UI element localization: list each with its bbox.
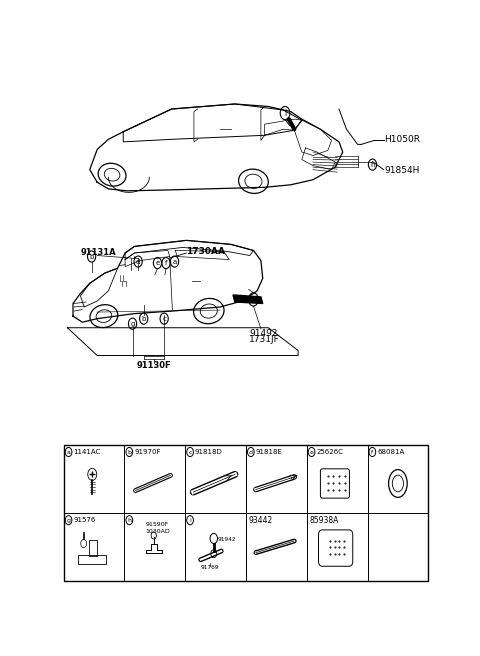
- Text: e: e: [156, 260, 159, 266]
- Text: e: e: [310, 449, 313, 455]
- Text: a: a: [251, 295, 256, 304]
- Text: 91942: 91942: [217, 537, 236, 542]
- Text: b: b: [89, 253, 94, 260]
- Bar: [64, 445, 428, 581]
- Text: c: c: [162, 316, 166, 321]
- Text: f: f: [165, 260, 167, 266]
- Text: h: h: [127, 518, 132, 523]
- Text: 68081A: 68081A: [377, 449, 405, 455]
- Text: b: b: [142, 316, 146, 321]
- Text: i: i: [189, 518, 191, 523]
- Text: 91590F: 91590F: [145, 522, 169, 527]
- Text: g: g: [131, 321, 135, 327]
- Polygon shape: [233, 295, 263, 304]
- Text: 25626C: 25626C: [316, 449, 343, 455]
- Text: 91131A: 91131A: [81, 249, 116, 258]
- Text: 91769: 91769: [201, 565, 219, 570]
- Text: 85938A: 85938A: [310, 516, 339, 525]
- Text: h: h: [370, 161, 375, 167]
- Text: 91576: 91576: [73, 517, 96, 523]
- Bar: [88, 540, 96, 556]
- Text: c: c: [188, 449, 192, 455]
- Text: 91854H: 91854H: [384, 166, 420, 175]
- Text: 91818E: 91818E: [256, 449, 283, 455]
- Text: H1050R: H1050R: [384, 135, 420, 144]
- Text: 91130F: 91130F: [136, 361, 171, 370]
- Text: 91818D: 91818D: [195, 449, 223, 455]
- Text: i: i: [284, 109, 286, 117]
- Text: b: b: [127, 449, 132, 455]
- Text: a: a: [67, 449, 71, 455]
- Text: 1731JF: 1731JF: [249, 335, 279, 344]
- Text: 1730AA: 1730AA: [186, 247, 226, 256]
- Text: 1030AD: 1030AD: [145, 529, 170, 534]
- Text: a: a: [172, 258, 177, 264]
- Text: 91492: 91492: [250, 329, 278, 338]
- Text: 91970F: 91970F: [134, 449, 161, 455]
- Text: 93442: 93442: [249, 516, 273, 525]
- Text: 1141AC: 1141AC: [73, 449, 101, 455]
- Bar: [78, 554, 107, 564]
- Text: f: f: [372, 449, 373, 455]
- Text: d: d: [136, 258, 140, 264]
- Text: g: g: [67, 518, 71, 523]
- Text: d: d: [249, 449, 253, 455]
